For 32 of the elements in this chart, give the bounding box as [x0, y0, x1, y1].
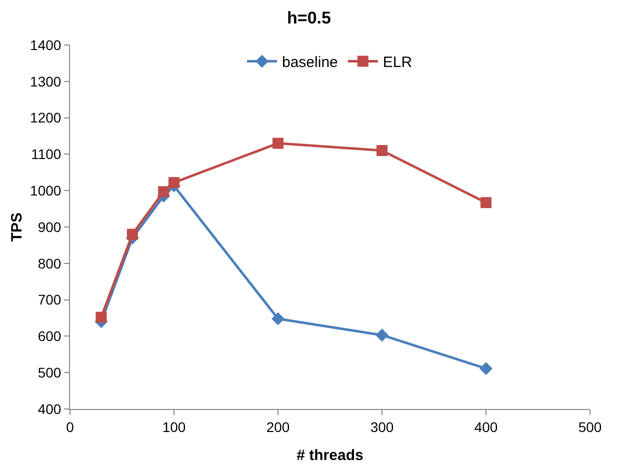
point	[168, 177, 180, 188]
y-tick-label: 1200	[30, 110, 62, 126]
y-tick-label: 900	[38, 218, 62, 235]
x-tick-label: 500	[578, 418, 602, 435]
y-axis-title: TPS	[8, 212, 26, 242]
y-tick-label: 700	[38, 292, 62, 308]
point	[158, 186, 170, 198]
point	[480, 362, 492, 376]
y-tick-label: 800	[38, 255, 62, 272]
point	[480, 197, 492, 208]
legend-label: ELR	[382, 54, 412, 72]
x-tick-label: 0	[66, 418, 74, 435]
point	[376, 328, 388, 342]
y-tick-label: 1400	[30, 36, 62, 53]
y-tick-label: 1100	[31, 146, 62, 162]
y-tick-label: 500	[38, 364, 62, 380]
chart-title: h=0.5	[287, 8, 331, 28]
x-tick-label: 200	[266, 418, 290, 435]
point	[272, 312, 284, 326]
x-tick-label: 400	[474, 418, 498, 435]
x-tick-label: 300	[370, 418, 394, 435]
point	[126, 228, 138, 240]
legend-label: baseline	[282, 54, 338, 72]
y-tick-label: 1300	[30, 73, 62, 90]
y-tick-label: 1000	[30, 182, 62, 198]
point	[272, 138, 284, 149]
point	[376, 145, 388, 156]
y-tick-label: 400	[38, 400, 62, 417]
x-axis-title: # threads	[296, 446, 364, 464]
y-tick-label: 600	[38, 328, 62, 344]
point	[96, 312, 107, 323]
x-tick-label: 100	[162, 418, 186, 435]
